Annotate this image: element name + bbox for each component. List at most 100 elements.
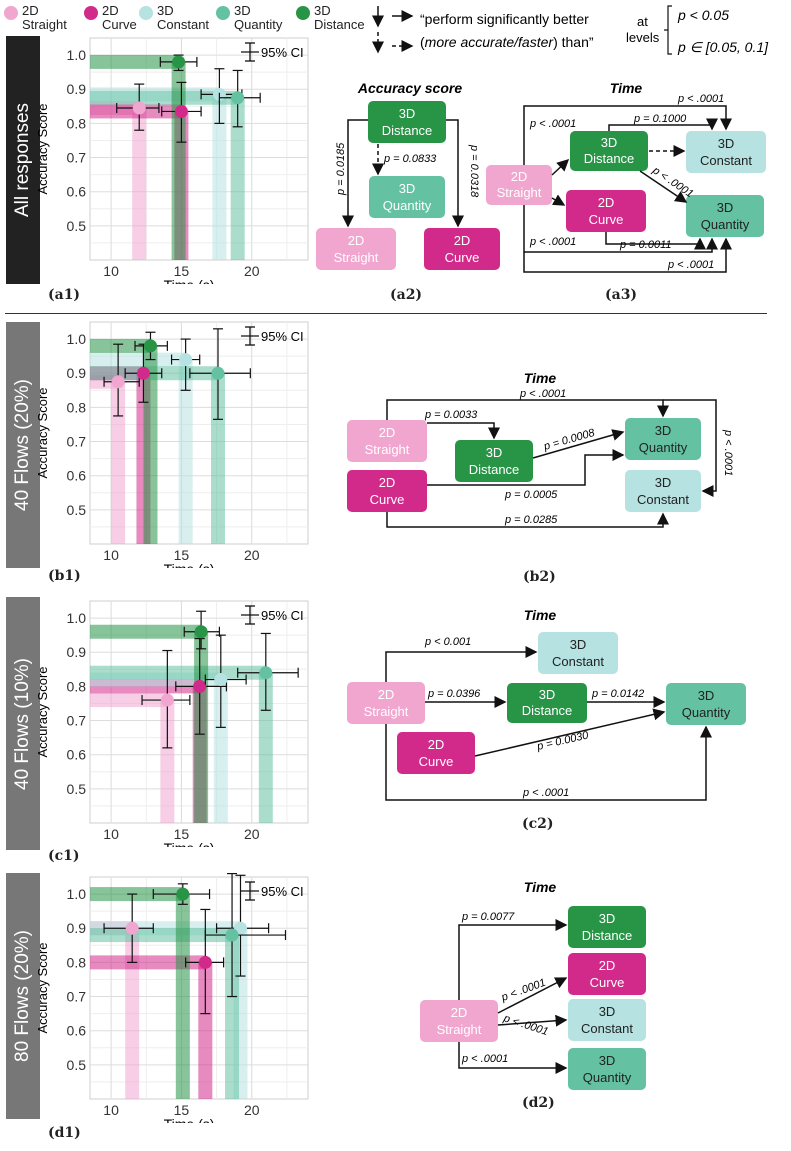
x-axis-label: Time (s): [164, 840, 215, 847]
node-line2: Quantity: [639, 440, 688, 455]
edge-solid: [497, 1014, 568, 1027]
data-point-3d-quantity: [211, 366, 225, 380]
edge-label: p < 0.001: [424, 636, 471, 648]
edge-label: p = 0.0077: [461, 911, 515, 923]
point-band-horizontal-3d-constant: [90, 352, 186, 367]
node-line2: Curve: [370, 492, 405, 507]
edge-solid: [385, 646, 538, 682]
y-tick-label: 0.9: [67, 365, 87, 381]
node-straight: 2D Straight: [420, 1000, 498, 1042]
diagram-c2: Time 3D Constant 2D Straight 3D Distance…: [347, 607, 746, 801]
point-band-vertical-3d-distance: [175, 894, 190, 1099]
x-tick-label: 15: [174, 263, 190, 279]
row-label-text: 80 Flows (20%): [12, 930, 33, 1062]
legend-line1: 3D: [314, 3, 331, 18]
edge-solid: [532, 429, 625, 459]
ci-legend-label: 95% CI: [261, 329, 304, 344]
y-tick-label: 0.6: [67, 468, 87, 484]
y-tick-label: 0.8: [67, 399, 87, 415]
ci-legend-label: 95% CI: [261, 884, 304, 899]
y-tick-label: 0.8: [67, 678, 87, 694]
panel-tag-b1: (b1): [48, 568, 81, 584]
node-quantity: 3D Quantity: [369, 176, 445, 218]
edge-solid: [551, 194, 566, 206]
legend-line2: Curve: [102, 17, 137, 32]
edge-solid: [386, 399, 669, 420]
row-label-all-responses: All responses: [6, 36, 40, 284]
panel-tag-d2: (d2): [522, 1095, 555, 1111]
diagram-a3: Time 2D Straight 3D Distance 2D Curve 3D…: [486, 80, 766, 273]
edge-label: p < .0001: [722, 429, 734, 476]
y-tick-label: 0.9: [67, 644, 87, 660]
node-line1: 3D: [601, 135, 618, 150]
point-band-vertical-2d-straight: [132, 108, 147, 260]
y-tick-label: 0.6: [67, 184, 87, 200]
point-band-horizontal-3d-distance: [90, 54, 179, 69]
y-tick-label: 1.0: [67, 47, 87, 63]
edge-solid: [551, 158, 570, 176]
x-tick-label: 10: [103, 547, 119, 563]
node-line2: Quantity: [682, 705, 731, 720]
edge-solid: [386, 512, 669, 528]
chart-d1: 10 15 20 0.5 0.6 0.7 0.8 0.9 1.0 Time (s) Accuracy…: [38, 873, 309, 1123]
node-straight: 2D Straight: [347, 420, 427, 462]
y-tick-label: 0.5: [67, 218, 87, 234]
ci-legend-label: 95% CI: [261, 45, 304, 60]
edge-label: p = 0.0033: [424, 409, 478, 421]
edge-solid: [663, 399, 717, 497]
y-axis-label: Accuracy Score: [38, 942, 50, 1033]
data-point-3d-distance: [194, 625, 208, 639]
legend-line1: 2D: [22, 3, 39, 18]
key-quote-close: ) than”: [553, 34, 594, 50]
row-label-text: 40 Flows (20%): [12, 379, 33, 511]
x-tick-label: 10: [103, 263, 119, 279]
diagram-title-b2: Time: [524, 370, 557, 386]
data-point-3d-constant: [214, 673, 228, 687]
diagram-b2: Time 2D Straight 2D Curve 3D Distance 3D…: [347, 370, 734, 528]
row-label-text: 40 Flows (10%): [12, 657, 33, 790]
node-line2: Distance: [522, 703, 573, 718]
x-tick-label: 20: [244, 826, 260, 842]
node-line1: 2D: [379, 425, 396, 440]
edge-solid: [497, 977, 568, 1014]
node-line1: 3D: [599, 1004, 616, 1019]
node-line1: 3D: [486, 445, 503, 460]
legend-dot: [84, 6, 98, 20]
node-line2: Straight: [334, 250, 379, 265]
data-point-2d-curve: [198, 955, 212, 969]
node-quantity: 3D Quantity: [666, 683, 746, 725]
legend-line2: Straight: [22, 17, 67, 32]
panel-tag-a3: (a3): [605, 287, 638, 303]
node-line1: 3D: [655, 475, 672, 490]
y-tick-label: 0.6: [67, 747, 87, 763]
diagram-a2: Accuracy score 3D Distance 3D Quantity 2…: [316, 80, 500, 270]
edge-label: p = 0.0030: [535, 729, 590, 753]
x-tick-label: 15: [174, 1102, 190, 1118]
node-quantity: 3D Quantity: [625, 418, 701, 460]
y-axis-label: Accuracy Score: [38, 666, 50, 757]
y-tick-label: 0.6: [67, 1023, 87, 1039]
node-line2: Constant: [552, 654, 604, 669]
edge-label: p < .0001: [522, 787, 569, 799]
edge-label: p < .0001: [529, 236, 576, 248]
panel-tag-a2: (a2): [390, 287, 423, 303]
row-divider: [5, 313, 767, 314]
x-axis-label: Time (s): [164, 277, 215, 284]
legend-dot: [296, 6, 310, 20]
plot-area: [89, 37, 309, 261]
panel-tag-d1: (d1): [48, 1125, 81, 1141]
x-axis-label: Time (s): [164, 1116, 215, 1123]
y-tick-label: 1.0: [67, 331, 87, 347]
node-line2: Curve: [589, 212, 624, 227]
point-band-vertical-3d-quantity: [210, 373, 225, 544]
edge-label: p = 0.0833: [383, 153, 437, 165]
point-band-vertical-3d-distance: [194, 631, 209, 823]
node-line2: Curve: [419, 754, 454, 769]
node-line2: Constant: [581, 1021, 633, 1036]
row-label-40-flows-10: 40 Flows (10%): [6, 597, 40, 850]
node-line2: Curve: [445, 250, 480, 265]
panel-tag-c1: (c1): [48, 848, 80, 864]
y-tick-label: 0.5: [67, 502, 87, 518]
edge-label: p = 0.0011: [619, 239, 671, 251]
edge-label: p < .0001: [649, 164, 695, 200]
